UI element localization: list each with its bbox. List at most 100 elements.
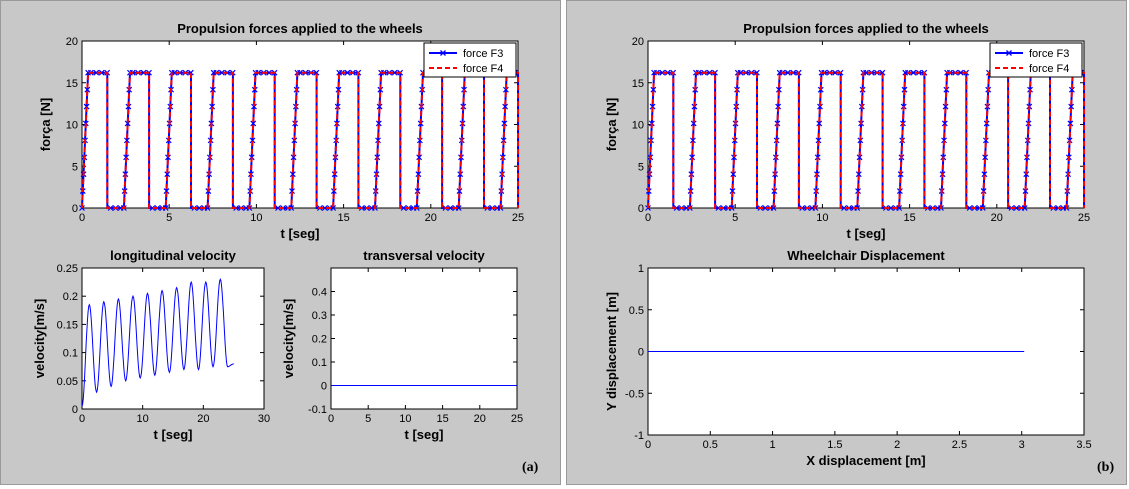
marker-point [502, 86, 509, 93]
series-force-f4-line [81, 71, 519, 209]
marker-point [943, 86, 950, 93]
x-tick-label: 10 [399, 413, 411, 425]
marker-point [251, 103, 257, 110]
marker-point [290, 154, 297, 161]
marker-point [377, 86, 384, 93]
x-tick-label: 25 [511, 413, 523, 425]
y-tick-label: 0.3 [312, 310, 327, 322]
marker-point [855, 188, 861, 195]
y-axis-label: velocity[m/s] [281, 299, 296, 378]
x-tick-label: 5 [365, 413, 371, 425]
marker-point [689, 137, 696, 144]
marker-point [941, 137, 947, 144]
marker-point [673, 205, 680, 211]
marker-point [855, 171, 862, 178]
y-tick-label: 0.2 [312, 334, 327, 346]
y-tick-label: -1 [634, 430, 644, 442]
marker-point [832, 69, 839, 76]
marker-point [982, 154, 989, 161]
marker-point [209, 103, 216, 110]
series-force-f4-line [647, 71, 1085, 209]
chart-long_vel: 0 10 20 30 0 0.05 0.1 0.15 0.2 0.25 longitudinal v… [32, 248, 270, 442]
marker-point [659, 69, 666, 76]
marker-point [416, 154, 423, 161]
marker-point [664, 69, 671, 76]
marker-point [816, 120, 823, 127]
x-tick-label: 0 [645, 212, 651, 224]
y-axis-label: velocity[m/s] [32, 299, 47, 378]
chart-title: transversal velocity [363, 248, 485, 263]
marker-point [455, 205, 462, 211]
chart-title: Wheelchair Displacement [787, 248, 945, 263]
marker-point [376, 103, 383, 110]
legend-label-f4: force F4 [463, 63, 503, 75]
y-tick-label: 0.4 [312, 287, 327, 299]
marker-point [275, 205, 281, 211]
y-tick-label: 0.1 [63, 348, 78, 360]
y-tick-label: 0 [638, 203, 644, 215]
legend-marker-f3 [440, 50, 446, 56]
marker-point [815, 137, 822, 144]
x-tick-label: 2.5 [952, 439, 967, 451]
y-tick-label: -0.5 [625, 388, 644, 400]
x-tick-label: 15 [337, 212, 349, 224]
figure-panel-a: (a) 0 5 10 15 20 25 0 5 10 15 20 Propulsion forces … [0, 0, 561, 485]
marker-point [981, 171, 988, 178]
x-tick-label: 5 [166, 212, 172, 224]
marker-point [123, 137, 130, 144]
y-tick-label: -0.1 [308, 404, 327, 416]
marker-point [1013, 205, 1020, 211]
marker-point [415, 171, 422, 178]
y-tick-label: 15 [632, 78, 644, 90]
marker-point [715, 205, 722, 211]
legend-label-f4: force F4 [1029, 63, 1069, 75]
panel-label-a: (a) [522, 460, 539, 475]
x-tick-label: 0 [645, 439, 651, 451]
y-tick-label: 20 [632, 36, 644, 48]
marker-point [501, 120, 508, 127]
marker-point [896, 205, 903, 211]
marker-point [218, 69, 225, 76]
marker-point [297, 69, 304, 76]
x-tick-label: 20 [425, 212, 437, 224]
marker-point [123, 154, 130, 161]
legend: force F3 force F4 [989, 42, 1083, 78]
chart-forces_a: 0 5 10 15 20 25 0 5 10 15 20 Propulsion forces appl… [38, 21, 524, 241]
marker-point [1068, 86, 1075, 93]
x-tick-label: 0 [79, 413, 85, 425]
y-tick-label: 0.2 [63, 291, 78, 303]
marker-point [856, 154, 863, 161]
x-tick-label: 3.5 [1076, 439, 1091, 451]
x-tick-label: 15 [903, 212, 915, 224]
marker-point [164, 171, 171, 178]
marker-point [149, 205, 156, 211]
marker-point [784, 69, 791, 76]
y-tick-label: 0 [72, 404, 78, 416]
chart-title: longitudinal velocity [110, 248, 236, 263]
marker-point [98, 69, 105, 76]
x-tick-label: 10 [250, 212, 262, 224]
marker-point [249, 137, 256, 144]
x-axis-label: t [seg] [154, 427, 193, 442]
marker-point [171, 69, 178, 76]
x-axis-label: t [seg] [847, 226, 886, 241]
x-tick-label: 0.5 [703, 439, 718, 451]
marker-point [841, 205, 847, 211]
marker-point [321, 205, 328, 211]
marker-point [196, 205, 203, 211]
marker-point [335, 86, 342, 93]
marker-point [400, 205, 407, 211]
marker-point [957, 69, 964, 76]
marker-point [375, 120, 382, 127]
marker-point [775, 103, 782, 110]
marker-point [1022, 188, 1029, 195]
y-tick-label: 5 [72, 161, 78, 173]
marker-point [690, 120, 697, 127]
marker-point [817, 103, 823, 110]
x-tick-label: 20 [197, 413, 209, 425]
marker-point [737, 69, 744, 76]
marker-point [879, 69, 886, 76]
x-tick-label: 25 [512, 212, 524, 224]
